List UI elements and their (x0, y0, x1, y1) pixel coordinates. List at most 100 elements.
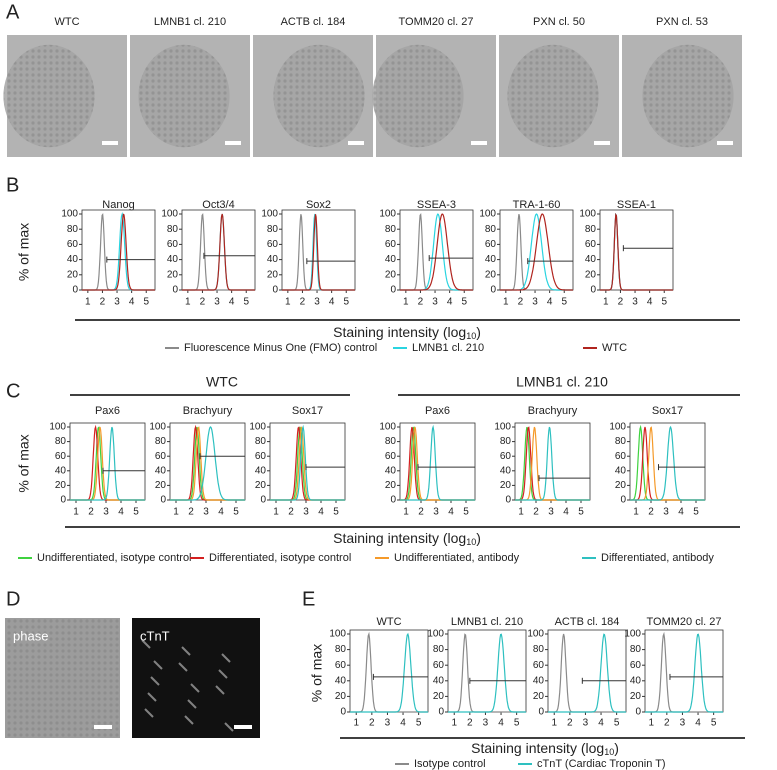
y-tick-label: 40 (255, 465, 267, 476)
legend-label: WTC (602, 342, 627, 354)
panel-title: Brachyury (528, 405, 578, 417)
y-tick-label: 60 (485, 239, 497, 250)
panel-label: B (6, 174, 19, 196)
y-tick-label: 60 (615, 451, 627, 462)
x-tick-label: 3 (114, 297, 120, 308)
x-tick-label: 4 (448, 507, 454, 518)
y-tick-label: 20 (500, 480, 512, 491)
y-tick-label: 20 (255, 480, 267, 491)
panel-label: D (6, 588, 20, 610)
y-tick-label: 60 (585, 239, 597, 250)
histogram-curve (448, 633, 526, 713)
histogram-curve (282, 214, 355, 291)
x-tick-label: 5 (514, 718, 520, 729)
legend-label: Undifferentiated, antibody (394, 552, 520, 564)
histogram-curve (500, 214, 573, 291)
colony (372, 44, 464, 148)
y-tick-label: 100 (579, 209, 596, 220)
y-axis-label: % of max (16, 434, 32, 492)
panel-label: C (6, 380, 20, 402)
histogram-curve (82, 213, 155, 291)
plot-frame (349, 629, 429, 713)
y-tick-label: 40 (155, 465, 167, 476)
y-tick-label: 80 (615, 436, 627, 447)
y-tick-label: 80 (500, 436, 512, 447)
x-axis-label-part: 10 (604, 747, 614, 757)
y-tick-label: 80 (255, 436, 267, 447)
histogram-curve (182, 212, 255, 291)
y-tick-label: 40 (385, 254, 397, 265)
histogram-curve (645, 633, 723, 713)
legend-label: cTnT (Cardiac Troponin T) (537, 758, 666, 770)
y-tick-label: 60 (433, 660, 445, 671)
fiber (141, 639, 151, 649)
scale-bar (594, 141, 610, 145)
plot-frame (644, 629, 724, 713)
x-tick-label: 1 (85, 297, 91, 308)
x-tick-label: 4 (318, 507, 324, 518)
y-tick-label: 20 (485, 269, 497, 280)
histogram-curve (548, 633, 626, 713)
fiber (181, 646, 191, 656)
y-tick-label: 40 (67, 254, 79, 265)
x-tick-label: 4 (447, 297, 453, 308)
panel-title: TRA-1-60 (513, 199, 561, 211)
y-tick-label: 60 (500, 451, 512, 462)
y-tick-label: 40 (55, 465, 67, 476)
x-axis-label-part: Staining intensity (log (333, 530, 466, 546)
histogram-curve (515, 426, 590, 501)
panel-title: Sox17 (652, 405, 683, 417)
fiber (218, 669, 228, 679)
x-tick-label: 5 (463, 507, 469, 518)
y-tick-label: 60 (385, 239, 397, 250)
y-tick-label: 100 (494, 422, 511, 433)
x-tick-label: 5 (693, 507, 699, 518)
y-tick-label: 80 (485, 224, 497, 235)
y-tick-label: 40 (433, 675, 445, 686)
histogram-curve (70, 426, 145, 501)
y-tick-label: 80 (67, 224, 79, 235)
x-tick-label: 4 (498, 718, 504, 729)
histogram-curve (500, 213, 573, 291)
x-tick-label: 1 (648, 718, 654, 729)
x-tick-label: 2 (418, 507, 424, 518)
scale-bar (717, 141, 733, 145)
legend-label: Isotype control (414, 758, 486, 770)
x-tick-label: 1 (451, 718, 457, 729)
image-label: LMNB1 cl. 210 (154, 16, 226, 28)
x-tick-label: 5 (143, 297, 149, 308)
y-tick-label: 20 (630, 691, 642, 702)
y-tick-label: 0 (490, 285, 496, 296)
y-tick-label: 0 (635, 707, 641, 718)
x-tick-label: 2 (369, 718, 375, 729)
y-tick-label: 80 (630, 644, 642, 655)
y-tick-label: 20 (267, 269, 279, 280)
x-tick-label: 1 (518, 507, 524, 518)
x-tick-label: 3 (548, 507, 554, 518)
y-tick-label: 0 (72, 285, 78, 296)
panel-title: Sox2 (306, 199, 331, 211)
x-axis-label-part: ) (614, 740, 619, 756)
panel-title: Sox17 (292, 405, 323, 417)
x-axis-label: Staining intensity (log10) (333, 324, 481, 342)
scale-bar (234, 725, 252, 729)
fiber (221, 653, 231, 663)
y-tick-label: 100 (427, 629, 444, 640)
group-title: WTC (206, 374, 238, 390)
fiber (184, 715, 194, 725)
histogram-curve (400, 213, 473, 291)
fiber (187, 699, 197, 709)
y-tick-label: 40 (267, 254, 279, 265)
x-tick-label: 4 (400, 718, 406, 729)
x-tick-label: 1 (73, 507, 79, 518)
panel-label: A (6, 1, 20, 23)
x-tick-label: 5 (578, 507, 584, 518)
x-tick-label: 4 (129, 297, 135, 308)
y-tick-label: 80 (385, 436, 397, 447)
x-tick-label: 1 (273, 507, 279, 518)
x-tick-label: 5 (233, 507, 239, 518)
x-tick-label: 3 (663, 507, 669, 518)
histogram-curve (630, 425, 705, 501)
y-tick-label: 0 (438, 707, 444, 718)
